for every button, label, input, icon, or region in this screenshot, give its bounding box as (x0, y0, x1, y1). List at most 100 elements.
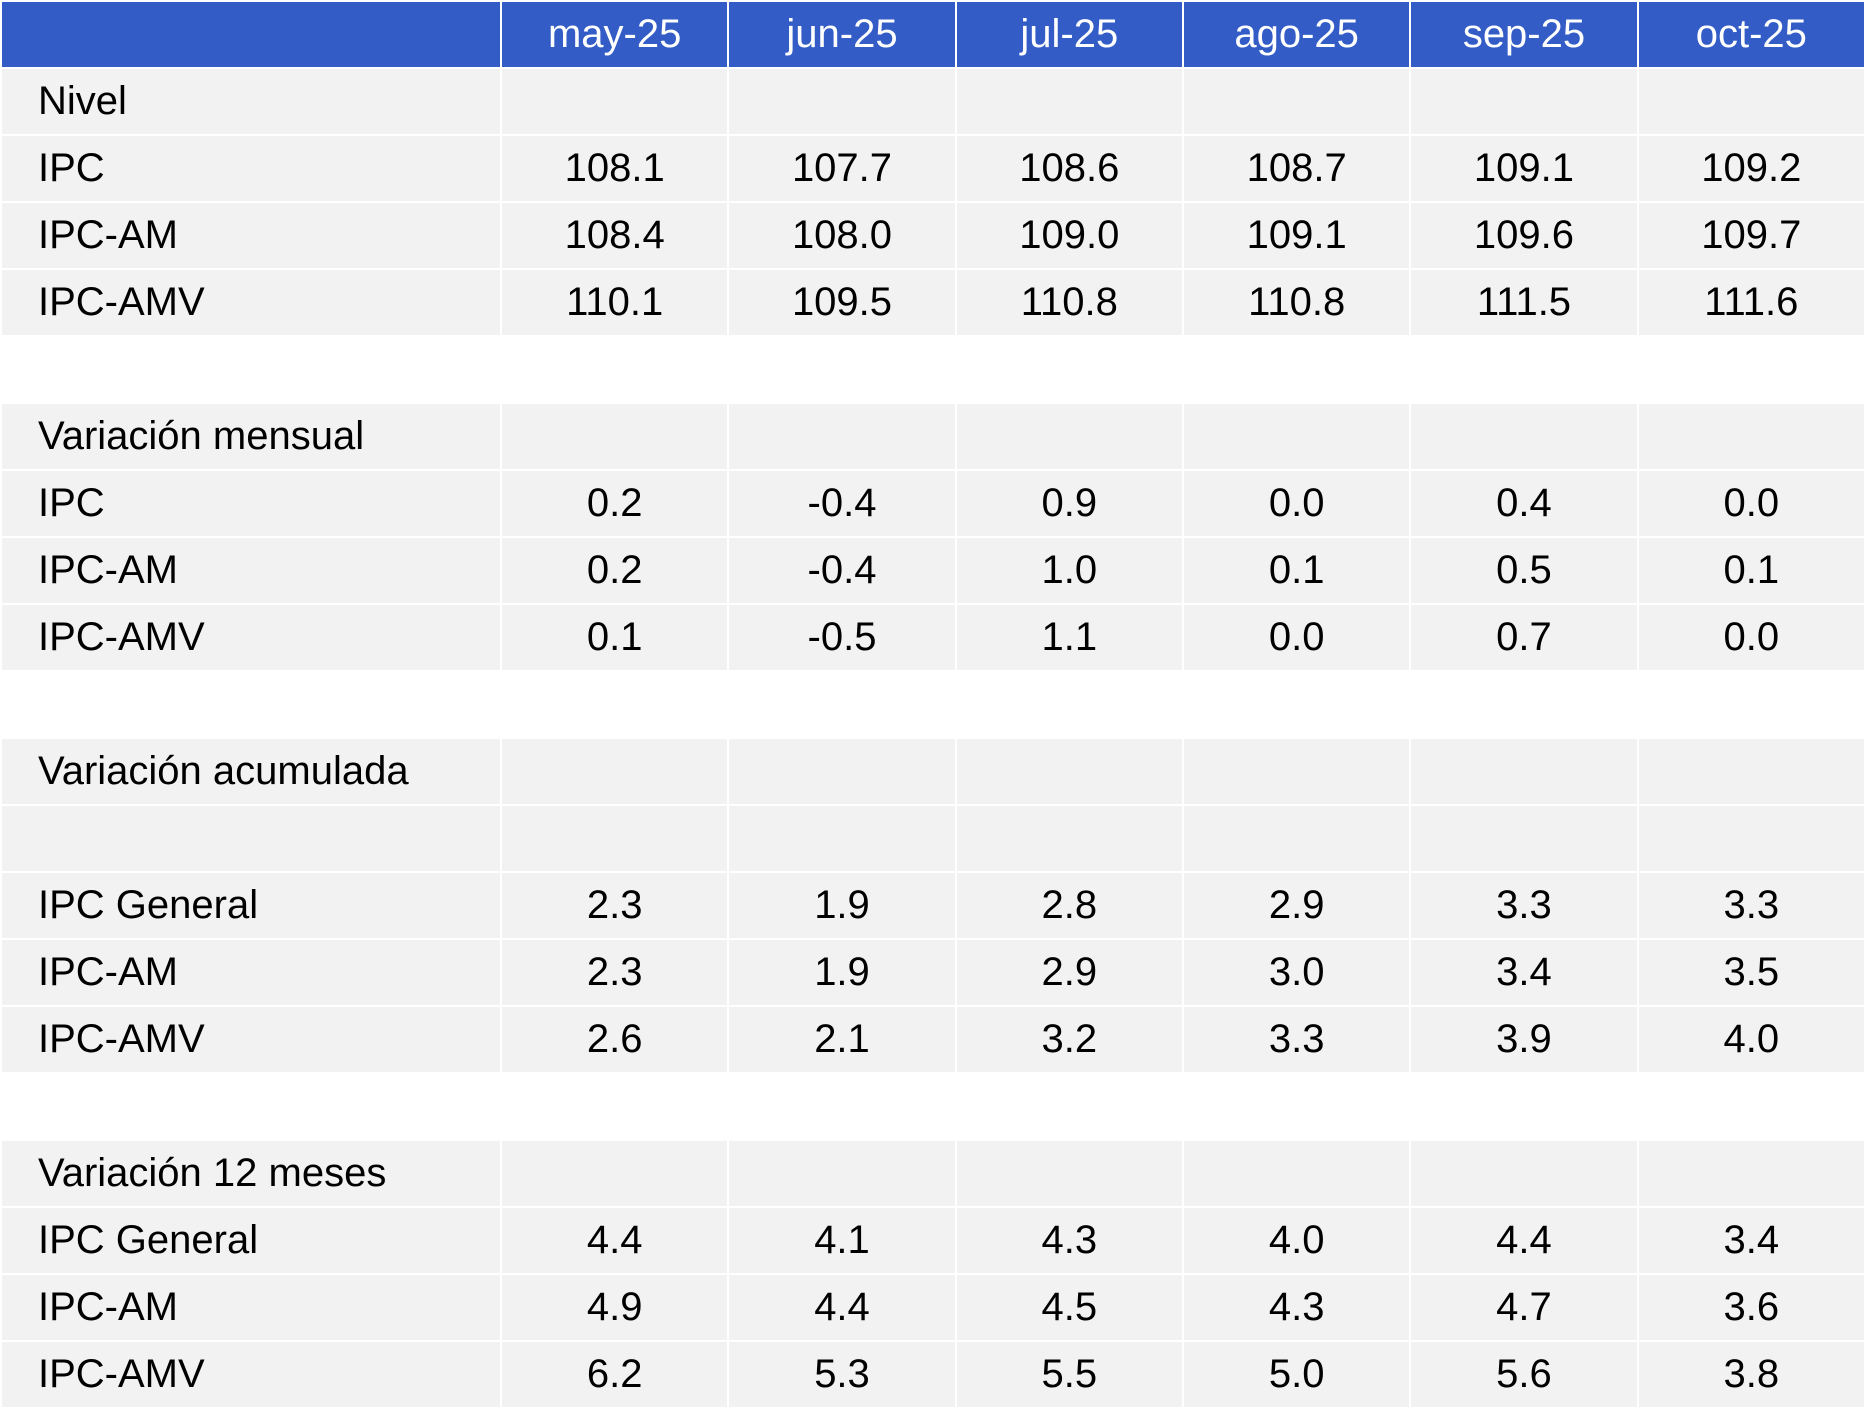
header-corner (0, 0, 502, 69)
gap-cell (1, 336, 1865, 403)
value-cell: -0.4 (727, 536, 957, 605)
header-month-jun-25: jun-25 (727, 0, 957, 69)
value-cell: 2.8 (954, 871, 1184, 940)
empty-cell (727, 67, 957, 136)
value-cell: 3.3 (1636, 871, 1866, 940)
table-row: IPC-AM 2.3 1.9 2.9 3.0 3.4 3.5 (0, 938, 1866, 1007)
row-label: IPC (0, 469, 502, 538)
value-cell: 0.1 (499, 603, 730, 672)
value-cell: 109.1 (1409, 134, 1639, 203)
empty-cell (1181, 67, 1412, 136)
value-cell: 4.4 (499, 1206, 730, 1275)
value-cell: 1.1 (954, 603, 1184, 672)
empty-cell (1409, 804, 1639, 873)
value-cell: 107.7 (727, 134, 957, 203)
table-row: IPC General 4.4 4.1 4.3 4.0 4.4 3.4 (0, 1206, 1866, 1275)
section-header-row: Nivel (0, 67, 1866, 136)
empty-cell (1181, 737, 1412, 806)
value-cell: 2.3 (499, 938, 730, 1007)
row-label: IPC-AM (0, 938, 502, 1007)
empty-cell (727, 1139, 957, 1208)
value-cell: 2.6 (499, 1005, 730, 1074)
value-cell: 4.5 (954, 1273, 1184, 1342)
value-cell: -0.5 (727, 603, 957, 672)
section-header-row: Variación 12 meses (0, 1139, 1866, 1208)
value-cell: 3.5 (1636, 938, 1866, 1007)
table-row: IPC-AM 4.9 4.4 4.5 4.3 4.7 3.6 (0, 1273, 1866, 1342)
empty-cell (1409, 1139, 1639, 1208)
value-cell: 2.9 (954, 938, 1184, 1007)
header-month-may-25: may-25 (499, 0, 730, 69)
value-cell: 4.9 (499, 1273, 730, 1342)
value-cell: 109.7 (1636, 201, 1866, 270)
table-row: IPC 0.2 -0.4 0.9 0.0 0.4 0.0 (0, 469, 1866, 538)
value-cell: 3.4 (1409, 938, 1639, 1007)
value-cell: 3.3 (1181, 1005, 1412, 1074)
section-title: Variación acumulada (0, 737, 502, 806)
empty-cell (954, 402, 1184, 471)
empty-cell (1409, 737, 1639, 806)
header-month-jul-25: jul-25 (954, 0, 1184, 69)
value-cell: 1.9 (727, 871, 957, 940)
empty-cell (1181, 402, 1412, 471)
value-cell: 5.0 (1181, 1340, 1412, 1409)
value-cell: 3.9 (1409, 1005, 1639, 1074)
value-cell: 1.0 (954, 536, 1184, 605)
value-cell: 4.4 (1409, 1206, 1639, 1275)
table-row: IPC-AMV 0.1 -0.5 1.1 0.0 0.7 0.0 (0, 603, 1866, 672)
value-cell: 0.9 (954, 469, 1184, 538)
header-month-oct-25: oct-25 (1636, 0, 1866, 69)
gap-cell (1, 1073, 1865, 1140)
table-row: IPC-AM 108.4 108.0 109.0 109.1 109.6 109.7 (0, 201, 1866, 270)
value-cell: 5.6 (1409, 1340, 1639, 1409)
empty-cell (727, 804, 957, 873)
empty-cell (499, 737, 730, 806)
value-cell: 108.0 (727, 201, 957, 270)
row-label: IPC-AMV (0, 603, 502, 672)
empty-cell (1636, 804, 1866, 873)
value-cell: 108.7 (1181, 134, 1412, 203)
section-header-row: Variación acumulada (0, 737, 1866, 806)
value-cell: 5.5 (954, 1340, 1184, 1409)
empty-cell (954, 737, 1184, 806)
empty-cell (1409, 402, 1639, 471)
value-cell: 109.0 (954, 201, 1184, 270)
value-cell: 4.4 (727, 1273, 957, 1342)
empty-cell (727, 737, 957, 806)
empty-cell (727, 402, 957, 471)
empty-cell (954, 67, 1184, 136)
empty-cell (1636, 402, 1866, 471)
value-cell: 0.1 (1181, 536, 1412, 605)
value-cell: 0.0 (1181, 469, 1412, 538)
empty-cell (954, 804, 1184, 873)
value-cell: 5.3 (727, 1340, 957, 1409)
value-cell: 108.4 (499, 201, 730, 270)
value-cell: 2.3 (499, 871, 730, 940)
value-cell: 0.0 (1181, 603, 1412, 672)
value-cell: 109.2 (1636, 134, 1866, 203)
value-cell: 111.6 (1636, 268, 1866, 337)
value-cell: 3.6 (1636, 1273, 1866, 1342)
empty-cell (1181, 1139, 1412, 1208)
empty-cell (954, 1139, 1184, 1208)
value-cell: -0.4 (727, 469, 957, 538)
value-cell: 0.2 (499, 469, 730, 538)
value-cell: 109.1 (1181, 201, 1412, 270)
value-cell: 3.2 (954, 1005, 1184, 1074)
empty-row (0, 804, 1866, 873)
value-cell: 0.7 (1409, 603, 1639, 672)
table-row: IPC General 2.3 1.9 2.8 2.9 3.3 3.3 (0, 871, 1866, 940)
section-title: Variación mensual (0, 402, 502, 471)
row-label: IPC-AMV (0, 1005, 502, 1074)
value-cell: 4.7 (1409, 1273, 1639, 1342)
value-cell: 3.8 (1636, 1340, 1866, 1409)
value-cell: 4.3 (954, 1206, 1184, 1275)
value-cell: 4.0 (1181, 1206, 1412, 1275)
value-cell: 2.9 (1181, 871, 1412, 940)
value-cell: 3.4 (1636, 1206, 1866, 1275)
header-row: may-25 jun-25 jul-25 ago-25 sep-25 oct-25 (0, 0, 1866, 69)
value-cell: 111.5 (1409, 268, 1639, 337)
section-header-row: Variación mensual (0, 402, 1866, 471)
row-label: IPC-AMV (0, 268, 502, 337)
gap-row (1, 671, 1865, 738)
